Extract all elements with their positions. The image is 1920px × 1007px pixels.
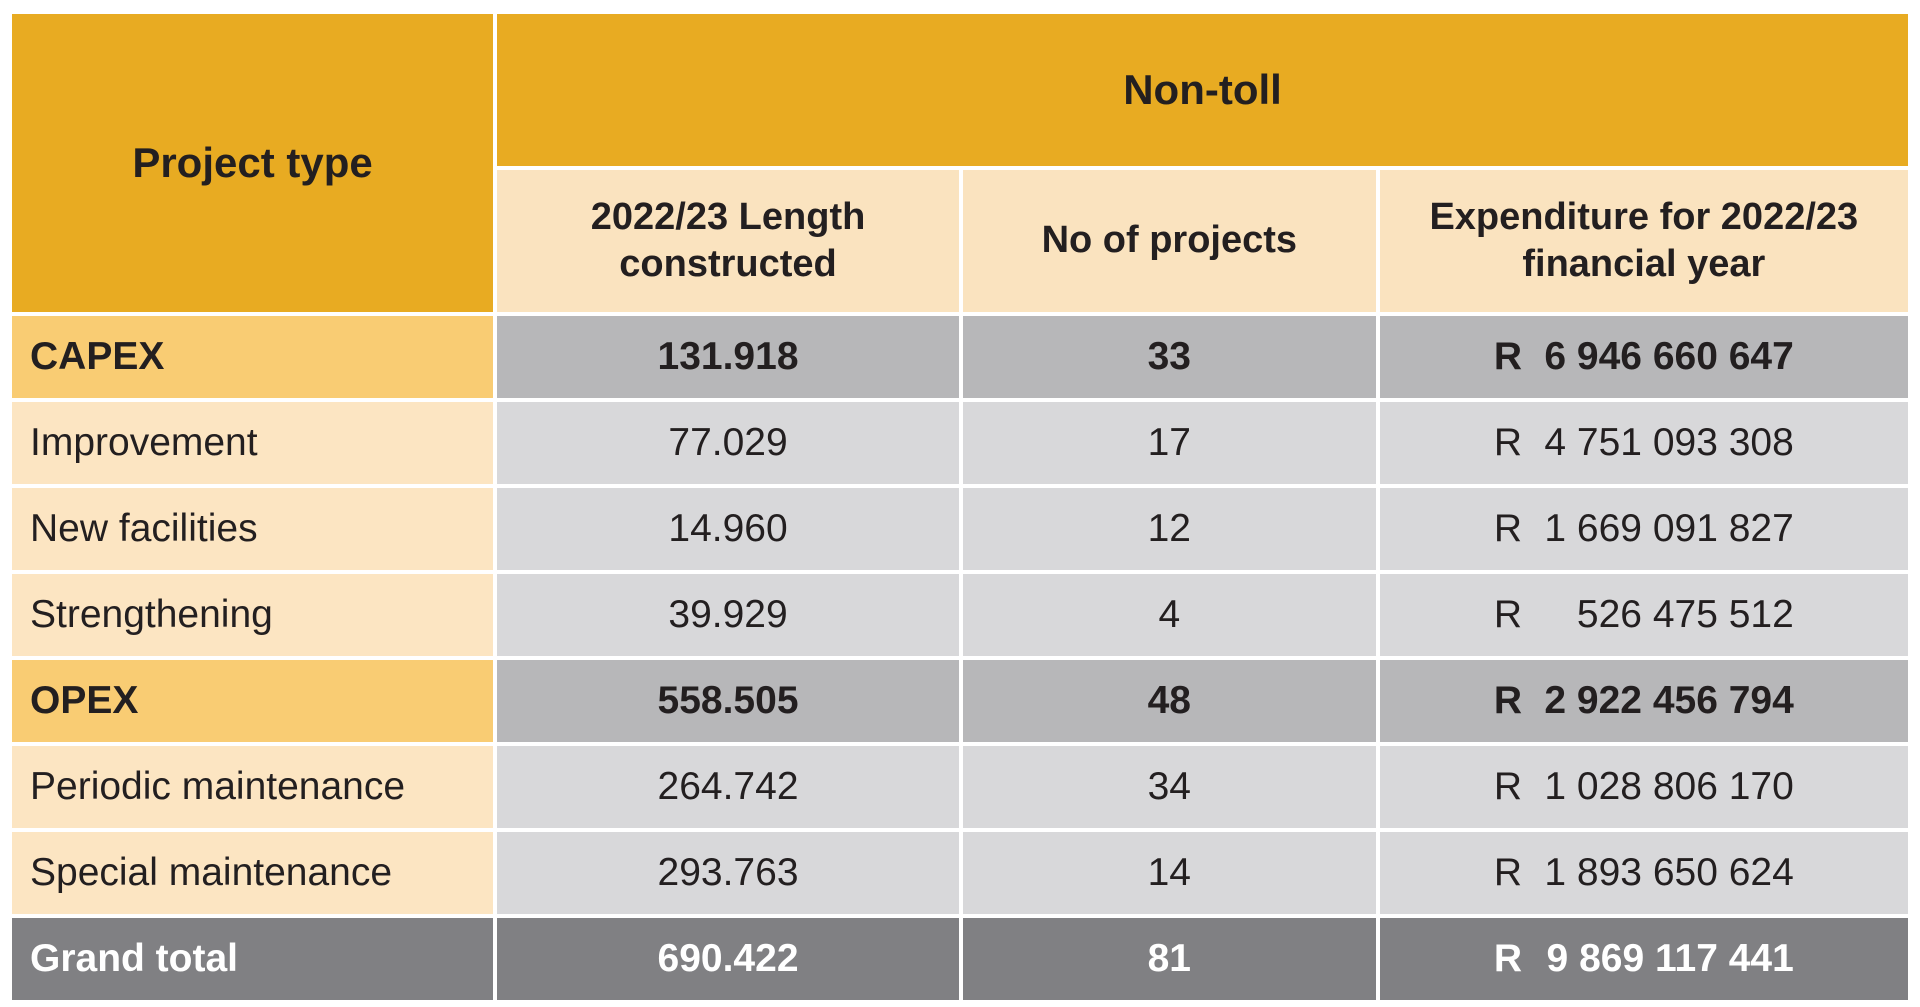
- projects-cell: 81: [963, 918, 1376, 1000]
- table-row: Periodic maintenance 264.742 34 R 1 028 806 …: [12, 746, 1908, 828]
- length-cell: 558.505: [497, 660, 959, 742]
- currency-symbol: R: [1493, 593, 1522, 636]
- currency-symbol: R: [1493, 937, 1522, 980]
- table-row: OPEX 558.505 48 R 2 922 456 794: [12, 660, 1908, 742]
- expenditure-amount: 9 869 117 441: [1546, 937, 1794, 980]
- table-row: Grand total 690.422 81 R 9 869 117 441: [12, 918, 1908, 1000]
- projects-cell: 33: [963, 316, 1376, 398]
- money-value: R 1 028 806 170: [1380, 765, 1908, 809]
- money-value: R 2 922 456 794: [1380, 679, 1908, 723]
- expenditure-amount: 2 922 456 794: [1544, 679, 1794, 722]
- projects-cell: 48: [963, 660, 1376, 742]
- header-expenditure: Expenditure for 2022/23 financial year: [1379, 170, 1908, 312]
- money-value: R 1 669 091 827: [1380, 507, 1908, 551]
- header-non-toll: Non-toll: [497, 14, 1908, 167]
- money-value: R 526 475 512: [1380, 593, 1908, 637]
- expenditure-amount: 526 475 512: [1576, 593, 1794, 636]
- expenditure-amount: 6 946 660 647: [1544, 335, 1794, 378]
- row-label: Grand total: [12, 918, 494, 1000]
- money-value: R 4 751 093 308: [1380, 421, 1908, 465]
- non-toll-projects-table: Project type Non-toll 2022/23 Length con…: [12, 14, 1908, 1000]
- expenditure-cell: R 1 893 650 624: [1379, 832, 1908, 914]
- currency-symbol: R: [1493, 765, 1522, 808]
- row-label: Improvement: [12, 402, 494, 484]
- header-no-of-projects: No of projects: [963, 170, 1376, 312]
- header-projects-label: No of projects: [1041, 219, 1298, 262]
- expenditure-cell: R 6 946 660 647: [1379, 316, 1908, 398]
- row-label: Periodic maintenance: [12, 746, 494, 828]
- money-value: R 1 893 650 624: [1380, 851, 1908, 895]
- expenditure-cell: R 2 922 456 794: [1379, 660, 1908, 742]
- header-length-constructed: 2022/23 Length constructed: [497, 170, 959, 312]
- row-label: New facilities: [12, 488, 494, 570]
- data-table: Project type Non-toll 2022/23 Length con…: [8, 10, 1912, 1004]
- expenditure-cell: R 526 475 512: [1379, 574, 1908, 656]
- projects-cell: 12: [963, 488, 1376, 570]
- table-body: CAPEX 131.918 33 R 6 946 660 647 Improvement 7…: [12, 316, 1908, 1000]
- length-cell: 690.422: [497, 918, 959, 1000]
- expenditure-cell: R 4 751 093 308: [1379, 402, 1908, 484]
- expenditure-cell: R 9 869 117 441: [1379, 918, 1908, 1000]
- expenditure-amount: 4 751 093 308: [1544, 421, 1794, 464]
- projects-cell: 34: [963, 746, 1376, 828]
- length-cell: 39.929: [497, 574, 959, 656]
- projects-cell: 17: [963, 402, 1376, 484]
- money-value: R 6 946 660 647: [1380, 335, 1908, 379]
- row-label: Strengthening: [12, 574, 494, 656]
- projects-cell: 4: [963, 574, 1376, 656]
- table-row: New facilities 14.960 12 R 1 669 091 827: [12, 488, 1908, 570]
- expenditure-cell: R 1 028 806 170: [1379, 746, 1908, 828]
- table-row: Improvement 77.029 17 R 4 751 093 308: [12, 402, 1908, 484]
- header-length-label: 2022/23 Length constructed: [590, 195, 866, 286]
- expenditure-cell: R 1 669 091 827: [1379, 488, 1908, 570]
- length-cell: 14.960: [497, 488, 959, 570]
- money-value: R 9 869 117 441: [1380, 937, 1908, 981]
- expenditure-amount: 1 028 806 170: [1544, 765, 1794, 808]
- currency-symbol: R: [1493, 421, 1522, 464]
- table-row: Strengthening 39.929 4 R 526 475 512: [12, 574, 1908, 656]
- length-cell: 77.029: [497, 402, 959, 484]
- currency-symbol: R: [1493, 335, 1522, 378]
- currency-symbol: R: [1493, 507, 1522, 550]
- length-cell: 293.763: [497, 832, 959, 914]
- projects-cell: 14: [963, 832, 1376, 914]
- table-row: CAPEX 131.918 33 R 6 946 660 647: [12, 316, 1908, 398]
- currency-symbol: R: [1493, 679, 1522, 722]
- length-cell: 131.918: [497, 316, 959, 398]
- table-row: Special maintenance 293.763 14 R 1 893 650 6…: [12, 832, 1908, 914]
- row-label: Special maintenance: [12, 832, 494, 914]
- length-cell: 264.742: [497, 746, 959, 828]
- currency-symbol: R: [1493, 851, 1522, 894]
- row-label: CAPEX: [12, 316, 494, 398]
- expenditure-amount: 1 669 091 827: [1544, 507, 1794, 550]
- expenditure-amount: 1 893 650 624: [1544, 851, 1794, 894]
- header-project-type: Project type: [12, 14, 494, 312]
- header-expenditure-label: Expenditure for 2022/23 financial year: [1429, 195, 1859, 286]
- row-label: OPEX: [12, 660, 494, 742]
